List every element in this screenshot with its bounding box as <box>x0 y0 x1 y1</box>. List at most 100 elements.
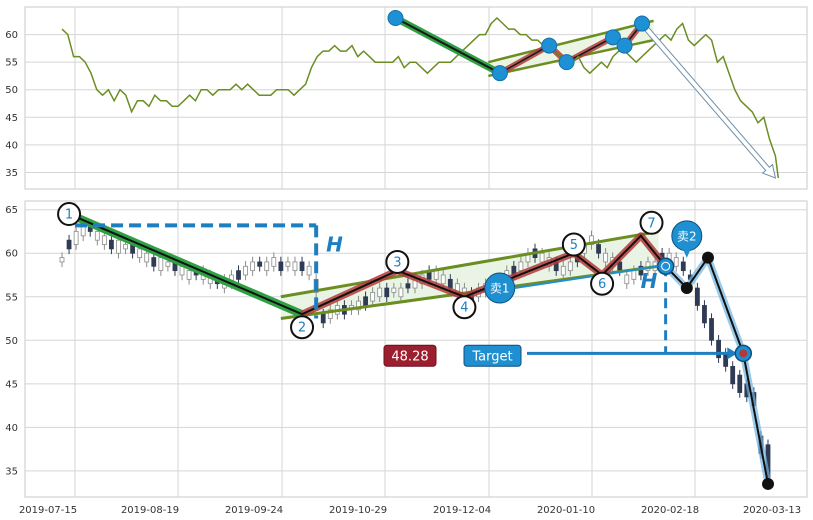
top-plot-area <box>24 6 808 190</box>
top-marker-2 <box>541 37 558 54</box>
candle-body <box>638 265 644 276</box>
candle-body <box>271 257 277 267</box>
x-tick-label: 2020-02-18 <box>641 505 699 516</box>
candle-body <box>363 296 368 306</box>
top-ytick-label: 50 <box>5 85 18 96</box>
top-ytick-label: 60 <box>5 30 18 41</box>
top-ytick-label: 40 <box>5 140 18 151</box>
candle-body <box>137 248 143 258</box>
x-tick-label: 2019-09-24 <box>225 505 283 516</box>
top-ytick-label: 55 <box>5 58 18 69</box>
candle-body <box>101 235 107 245</box>
candle-body <box>285 261 291 267</box>
top-marker-0 <box>387 10 404 27</box>
candle-body <box>695 287 700 306</box>
pattern-point-label-6: 6 <box>598 277 606 292</box>
candle-body <box>116 239 121 254</box>
top-marker-3 <box>558 54 575 71</box>
pattern-point-2 <box>290 315 315 340</box>
candle-body <box>433 270 439 280</box>
top-target-arrow <box>639 21 777 179</box>
target-label-box <box>463 344 522 367</box>
pattern-point-6 <box>590 271 615 296</box>
pattern-point-3 <box>385 249 410 274</box>
candle-body <box>539 252 545 263</box>
top-marker-6 <box>634 15 650 32</box>
candle-body <box>278 261 284 272</box>
top-price-series <box>61 16 780 179</box>
pattern-point-4 <box>452 295 477 320</box>
candle-body <box>158 257 164 272</box>
bottom-channel-fill <box>280 231 659 319</box>
candle-body <box>109 239 114 250</box>
candle-body <box>186 270 192 280</box>
candle-body <box>327 309 333 319</box>
top-ytick-label: 35 <box>5 168 18 179</box>
candle-body <box>66 239 72 250</box>
pattern-point-5 <box>561 232 586 257</box>
candle-body <box>306 265 312 276</box>
candle-body <box>384 287 390 298</box>
height-label-1: H <box>326 232 343 256</box>
pattern-point-label-7: 7 <box>647 216 655 231</box>
pattern-point-7 <box>639 210 664 235</box>
pattern-point-label-2: 2 <box>298 321 306 336</box>
sell-pin-label-2: 卖2 <box>677 229 697 243</box>
candle-body <box>165 261 171 267</box>
candle-body <box>567 261 573 272</box>
candle-body <box>391 287 397 293</box>
bottom-ytick-label: 55 <box>5 292 18 303</box>
candle-body <box>447 278 453 289</box>
price-label-box <box>383 344 437 367</box>
candle-body <box>723 352 729 367</box>
target-marker-inner <box>739 349 748 358</box>
top-marker-1 <box>491 65 508 82</box>
x-tick-label: 2019-07-15 <box>19 505 77 516</box>
candle-body <box>94 231 100 241</box>
pattern-point-label-4: 4 <box>460 301 468 316</box>
candle-body <box>624 274 630 285</box>
candle-body <box>377 287 383 298</box>
breakout-marker-inner <box>661 261 671 271</box>
candle-body <box>737 374 743 393</box>
top-marker-5 <box>616 37 633 54</box>
pattern-point-label-3: 3 <box>393 255 401 270</box>
height-label-2: H <box>641 269 658 293</box>
bottom-ytick-label: 40 <box>5 423 18 434</box>
candle-body <box>257 261 263 267</box>
candle-body <box>709 318 714 341</box>
candle-body <box>179 265 185 276</box>
sell-pin-leader <box>514 265 658 290</box>
candle-body <box>250 261 256 272</box>
candle-body <box>151 257 157 267</box>
bottom-ytick-label: 50 <box>5 336 18 347</box>
candle-body <box>264 261 270 272</box>
candle-body <box>560 265 566 276</box>
sell-pin-tail <box>682 248 691 258</box>
candle-body <box>292 261 298 272</box>
candle-body <box>356 300 361 311</box>
target-arrow-head <box>727 347 738 360</box>
x-tick-label: 2019-08-19 <box>121 505 179 516</box>
bottom-trend-black <box>68 213 303 316</box>
x-tick-label: 2019-12-04 <box>433 505 491 516</box>
pattern-point-1 <box>57 202 82 227</box>
top-trend-black <box>395 17 501 75</box>
top-price-line-chart: 35 40 45 50 55 60 <box>5 6 808 190</box>
x-tick-label: 2019-10-29 <box>329 505 387 516</box>
candle-body <box>702 305 707 324</box>
target-label-text: Target <box>471 349 512 364</box>
candle-body <box>236 270 241 280</box>
x-tick-label: 2020-03-13 <box>743 505 801 516</box>
candle-body <box>673 257 679 267</box>
bottom-ytick-label: 45 <box>5 379 18 390</box>
candle-body <box>73 231 79 245</box>
top-channel-upper <box>487 19 654 64</box>
pattern-point-label-5: 5 <box>570 238 578 253</box>
candle-body <box>299 261 305 272</box>
candle-body <box>123 244 128 250</box>
sell-pin-1 <box>484 272 516 304</box>
top-ytick-label: 45 <box>5 113 18 124</box>
bottom-channel-upper <box>280 229 659 299</box>
